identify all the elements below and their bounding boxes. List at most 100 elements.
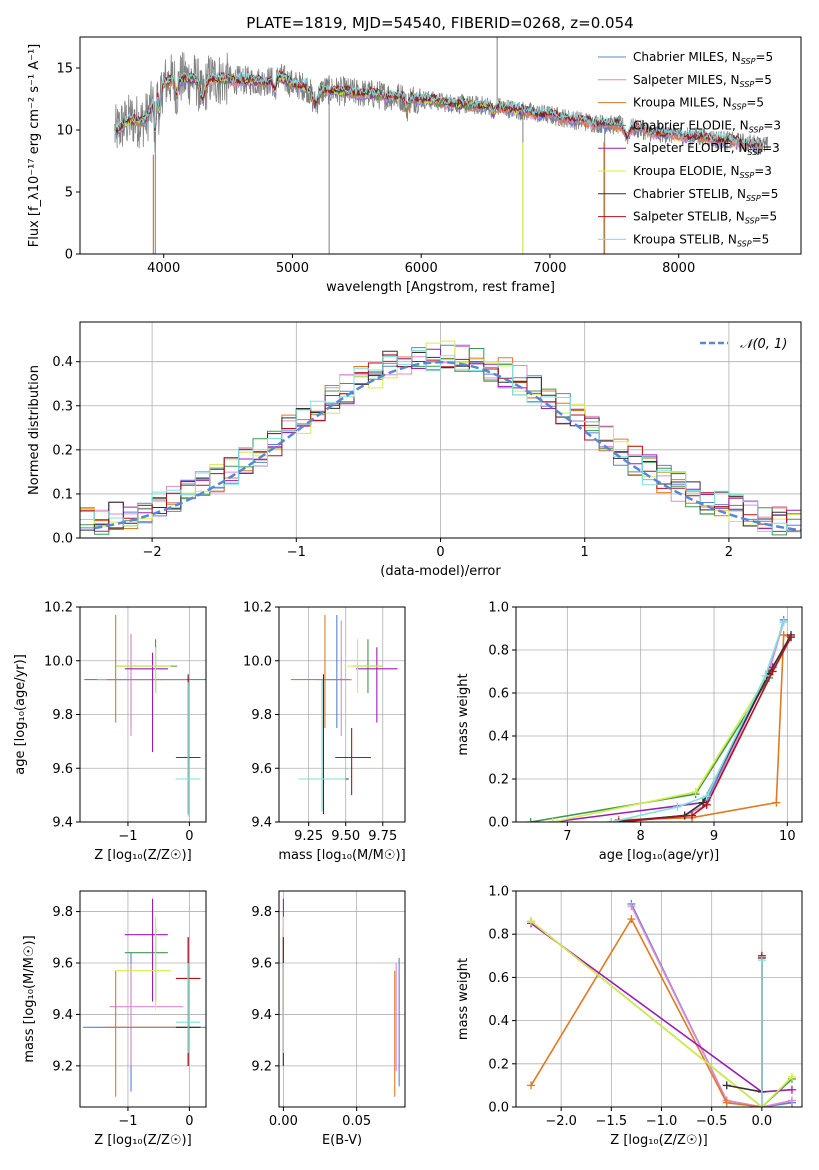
y-tick-label: 0.0 [52,532,73,547]
x-tick-label: 0.00 [269,1114,298,1129]
x-tick-label: 9.50 [331,829,360,844]
legend-label: Chabrier MILES, NSSP=5 [633,50,773,66]
x-tick-label: −2 [143,545,162,560]
y-tick-label: 0.2 [488,773,509,788]
errbar-kroupa-miles [106,970,187,1097]
y-tick-label: 0.6 [488,687,509,702]
x-axis-label: Z [log₁₀(Z/Z☉)] [94,848,191,863]
y-axis-label: mass weight [456,673,471,755]
x-axis-label: mass [log₁₀(M/M☉)] [278,848,405,863]
panel-z-mass: −1 0 9.2 9.4 9.6 9.8 Z [log₁₀(Z/Z☉)] mass [log₁… [22,890,207,1148]
axes-frame [515,606,803,823]
axes-frame-ebv-mass: 0.00 0.05 9.2 9.4 9.6 9.8 E(B-V) [251,890,406,1148]
y-tick-label: 0.2 [52,443,73,458]
x-tick-label: 9 [710,829,718,844]
y-axis-label: Normed distribution [27,365,42,495]
y-tick-label: 0.0 [488,816,509,831]
y-tick-label: 0.0 [488,1101,509,1116]
y-tick-label: 9.4 [251,1008,272,1023]
y-tick-label: 5 [65,186,73,201]
errbar-kroupa-miles [290,615,351,728]
y-tick-label: 0 [65,248,73,263]
x-tick-label: 0 [185,829,193,844]
x-tick-label: −2.0 [545,1114,577,1129]
weight-series-kroupa-miles [614,630,795,822]
errbar-salpeter-stelib [335,727,371,796]
axes-frame-age-weight: 7 8 9 10 0.0 0.2 0.4 0.6 0.8 1.0 age [log₁₀(age/yr… [456,601,803,863]
legend-label: Salpeter MILES, NSSP=5 [633,73,772,89]
x-tick-label: 7 [563,829,571,844]
x-tick-label: 8000 [662,261,695,276]
y-tick-label: 9.6 [52,762,73,777]
y-tick-label: 9.8 [251,708,272,723]
legend: Chabrier MILES, NSSP=5 Salpeter MILES, NS… [598,50,781,248]
x-tick-label: 1 [581,545,589,560]
plot-area-spectrum [114,37,768,254]
x-tick-label: 9.75 [368,829,397,844]
figure-title: PLATE=1819, MJD=54540, FIBERID=0268, z=0… [246,14,633,32]
x-tick-label: 10 [779,829,796,844]
panel-spectrum: 4000 5000 6000 7000 8000 0 5 10 15 wavelength [An… [27,36,802,295]
legend-label: Salpeter STELIB, NSSP=5 [633,210,777,226]
y-tick-label: 0.3 [52,399,73,414]
axes-frame-z-age: −1 0 9.4 9.6 9.8 10.0 10.2 Z [log₁₀(Z/Z☉)] age [… [13,601,207,863]
errbar-kroupa-elodie [115,916,171,1010]
weight-line [630,905,793,1107]
errbar-kroupa-elodie [115,647,171,693]
y-tick-label: 10.0 [44,654,73,669]
weight-series-kroupa-elodie [548,633,795,822]
weight-series-chabrier-stelib [722,953,766,1096]
y-tick-label: 0.4 [52,355,73,370]
weight-series-chabrier-stelib [607,630,795,822]
y-tick-label: 0.8 [488,928,509,943]
panel-z-age: −1 0 9.4 9.6 9.8 10.0 10.2 Z [log₁₀(Z/Z☉)] age [… [13,601,207,863]
errbar-salpeter-elodie [356,647,398,723]
x-tick-label: −1 [118,829,137,844]
axes-frame [79,890,207,1108]
x-axis-label: Z [log₁₀(Z/Z☉)] [94,1133,191,1148]
axes-frame-mass-age: 9.25 9.50 9.75 9.4 9.6 9.8 10.0 10.2 mass [log₁₀… [243,601,406,864]
legend-label: Kroupa ELODIE, NSSP=3 [633,164,772,180]
y-tick-label: 0.4 [488,1014,509,1029]
x-tick-label: 0 [436,545,444,560]
y-tick-label: 1.0 [488,885,509,900]
y-axis-label: mass weight [456,958,471,1040]
weight-line [530,917,762,1107]
x-tick-label: 0.0 [752,1114,773,1129]
x-tick-label: 4000 [147,261,180,276]
plot-area-z-mass [80,891,206,1107]
errbar-salpeter-miles [97,633,165,736]
y-tick-label: 9.6 [251,957,272,972]
weight-line [552,636,792,822]
y-tick-label: 0.1 [52,487,73,502]
errbar-kroupa-elodie [347,639,383,693]
x-tick-label: 9.25 [294,829,323,844]
weight-line [530,636,792,822]
axes-frame-spectrum: 4000 5000 6000 7000 8000 0 5 10 15 wavelength [An… [27,36,802,295]
weight-series-chabrier-elodie [526,633,795,822]
y-tick-label: 9.4 [251,816,272,831]
y-tick-label: 10 [56,124,73,139]
y-tick-label: 10.2 [243,601,272,616]
weight-line [618,636,792,822]
x-axis-label: E(B-V) [322,1133,362,1148]
y-tick-label: 0.8 [488,644,509,659]
x-tick-label: 2 [725,545,733,560]
axes-frame-z-mass: −1 0 9.2 9.4 9.6 9.8 Z [log₁₀(Z/Z☉)] mass [log₁… [22,890,207,1148]
axes-frame [278,890,406,1108]
weight-line [611,634,792,822]
x-axis-label: age [log₁₀(age/yr)] [599,848,720,863]
x-tick-label: 6000 [405,261,438,276]
plot-area-age-weight [516,607,802,822]
errbar-kroupa-stelib [175,963,201,1053]
x-tick-label: −0.5 [696,1114,728,1129]
y-tick-label: 9.4 [52,1008,73,1023]
y-tick-label: 9.2 [251,1059,272,1074]
plot-area-mass-age [279,607,405,822]
y-tick-label: 1.0 [488,601,509,616]
x-tick-label: 5000 [276,261,309,276]
y-tick-label: 10.0 [243,654,272,669]
weight-line [726,958,763,1093]
